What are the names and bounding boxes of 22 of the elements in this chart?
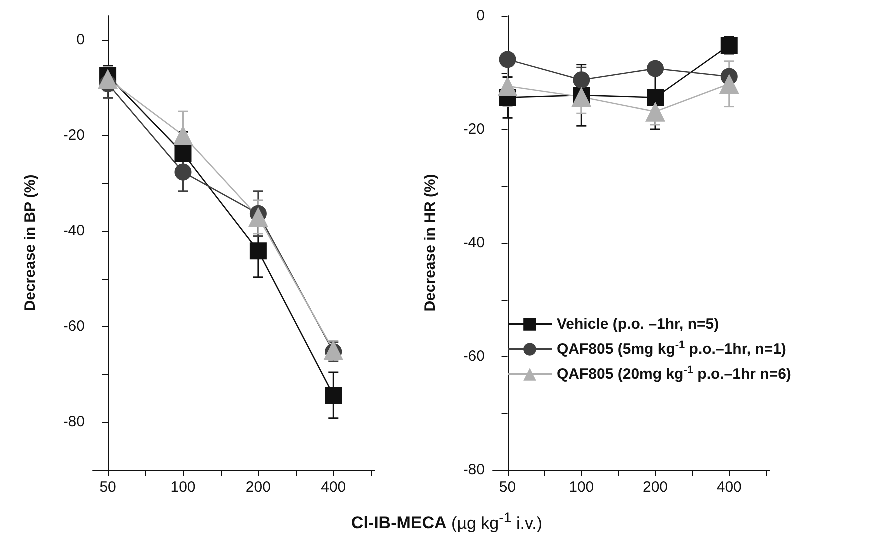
y-tick-label: 0	[476, 8, 485, 24]
y-tick-label: -40	[63, 222, 85, 240]
y-tick-label: -60	[463, 348, 485, 365]
x-tick-label: 50	[100, 479, 116, 496]
y-tick-label: -40	[463, 234, 485, 252]
x-tick-label: 50	[499, 479, 516, 496]
y-tick-label: -80	[63, 414, 85, 431]
y-axis-title: Decrease in BP (%)	[22, 174, 39, 312]
y-tick-label: 0	[76, 31, 85, 48]
legend-label: Vehicle (p.o. –1hr, n=5)	[557, 316, 720, 333]
y-tick-label: -20	[463, 121, 485, 138]
y-axis-title: Decrease in HR (%)	[422, 174, 439, 312]
x-tick-label: 100	[170, 479, 196, 496]
y-tick-label: -60	[63, 318, 85, 336]
x-tick-label: 100	[569, 479, 594, 496]
x-tick-label: 400	[321, 479, 346, 496]
x-tick-label: 200	[246, 479, 271, 496]
y-tick-label: -80	[463, 462, 485, 478]
y-tick-label: -20	[63, 126, 85, 144]
x-tick-label: 400	[716, 479, 742, 496]
x-axis-title: Cl-IB-MECA (µg kg$^{-1}$ i.v.)	[351, 510, 543, 533]
x-tick-label: 200	[642, 479, 668, 496]
